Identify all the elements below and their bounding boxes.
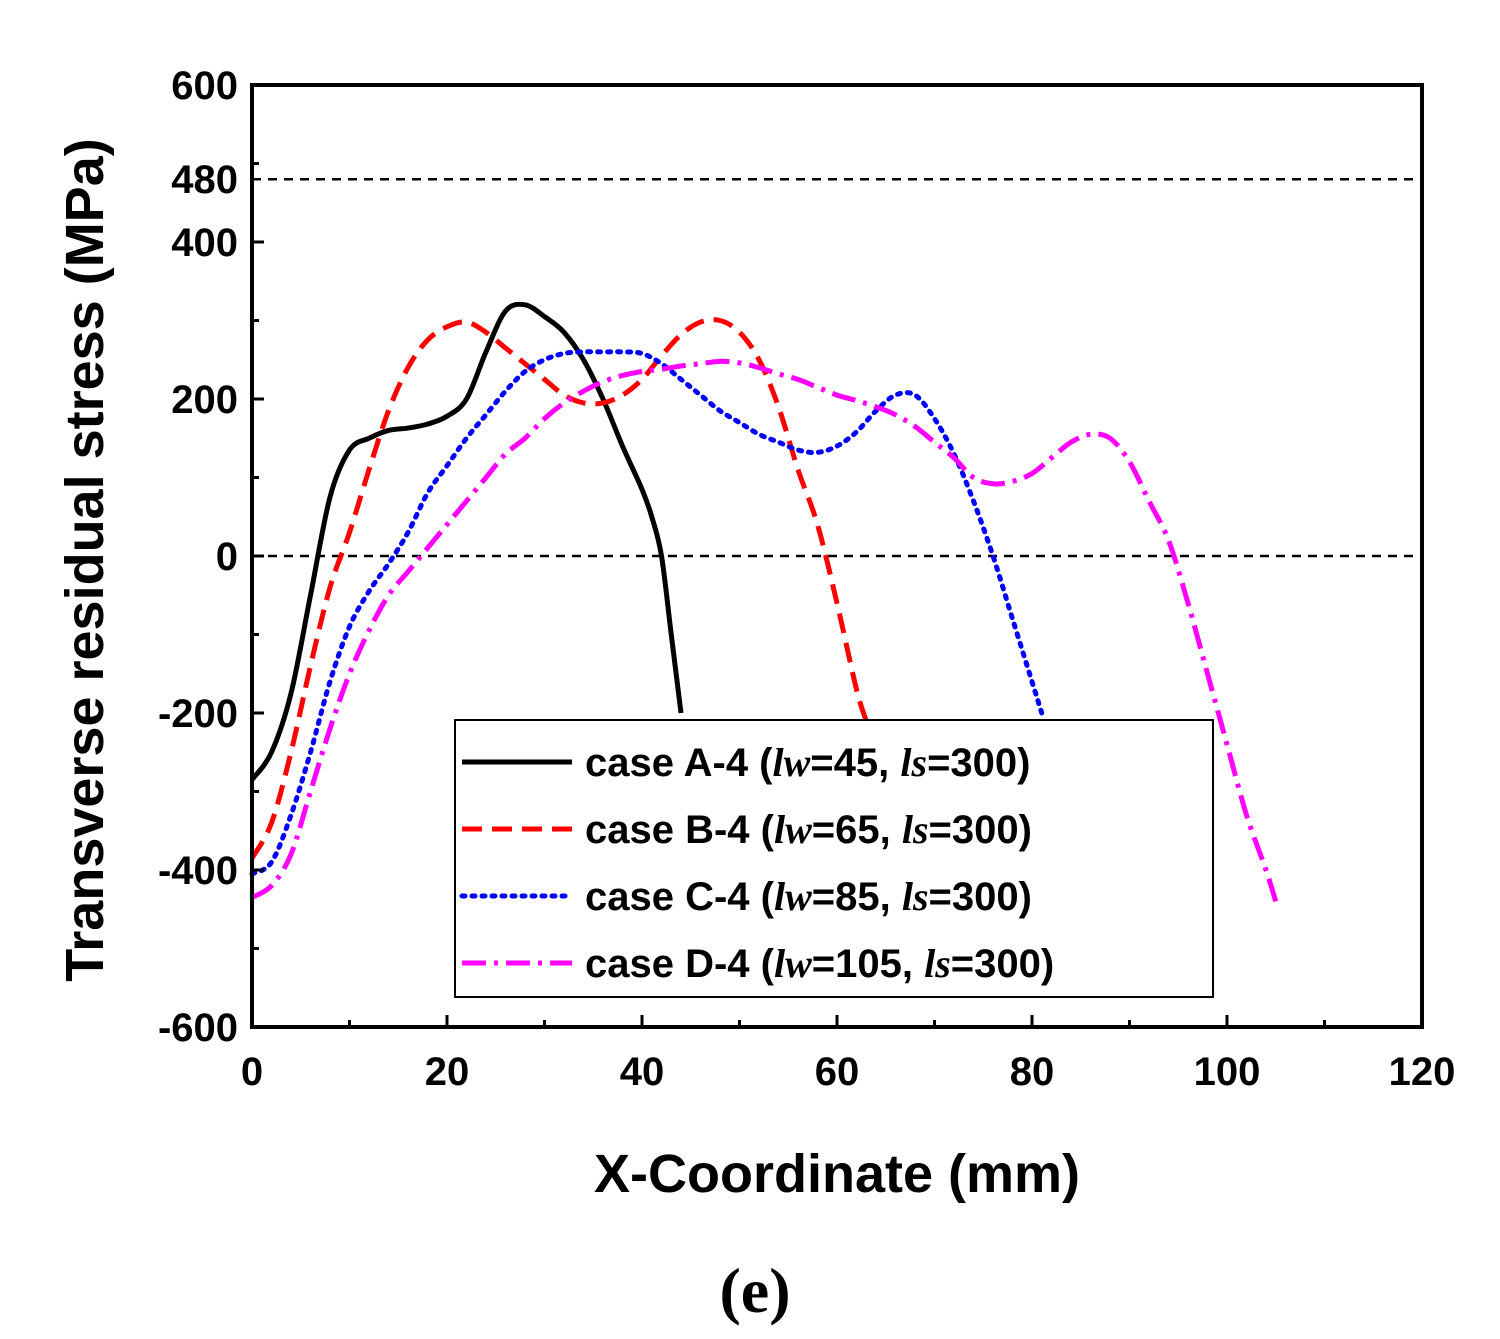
- x-axis-title: X-Coordinate (mm): [594, 1144, 1080, 1204]
- series-lines: [249, 301, 1279, 903]
- y-tick-label: 200: [171, 378, 238, 422]
- panel-label: (e): [719, 1255, 790, 1326]
- x-tick-label: 60: [815, 1050, 860, 1094]
- y-axis-title: Transverse residual stress (MPa): [55, 138, 115, 981]
- x-tick-label: 0: [241, 1050, 263, 1094]
- legend: case A-4 (lw=45, ls=300) case B-4 (lw=65,…: [454, 719, 1214, 998]
- series-line-4: [250, 358, 1279, 903]
- series-line-3: [249, 349, 1045, 877]
- series-line-1: [249, 301, 684, 782]
- y-tick-label: 400: [171, 221, 238, 265]
- x-tick-label: 40: [620, 1050, 665, 1094]
- y-tick-label: -200: [158, 692, 238, 736]
- legend-items: case A-4 (lw=45, ls=300) case B-4 (lw=65,…: [459, 740, 1054, 986]
- x-tick-label: 20: [425, 1050, 470, 1094]
- legend-label-3: case C-4 (lw=85, ls=300): [585, 874, 1032, 919]
- y-tick-label: -600: [158, 1006, 238, 1050]
- series-line-2: [249, 317, 869, 860]
- axis-ticks: 0 20 40 60 80 100 120 600 480 400 200 0 -200 -400 -600: [158, 64, 1455, 1094]
- x-tick-label: 80: [1010, 1050, 1055, 1094]
- y-tick-label: 600: [171, 64, 238, 108]
- x-tick-label: 100: [1194, 1050, 1261, 1094]
- y-tick-label: -400: [158, 849, 238, 893]
- legend-label-2: case B-4 (lw=65, ls=300): [585, 807, 1032, 852]
- y-tick-label: 480: [171, 158, 238, 202]
- legend-label-1: case A-4 (lw=45, ls=300): [585, 740, 1030, 785]
- legend-box: [454, 719, 1214, 998]
- legend-label-4: case D-4 (lw=105, ls=300): [585, 941, 1054, 986]
- reference-lines: [252, 177, 1422, 558]
- x-tick-label: 120: [1389, 1050, 1456, 1094]
- y-tick-label: 0: [216, 535, 238, 579]
